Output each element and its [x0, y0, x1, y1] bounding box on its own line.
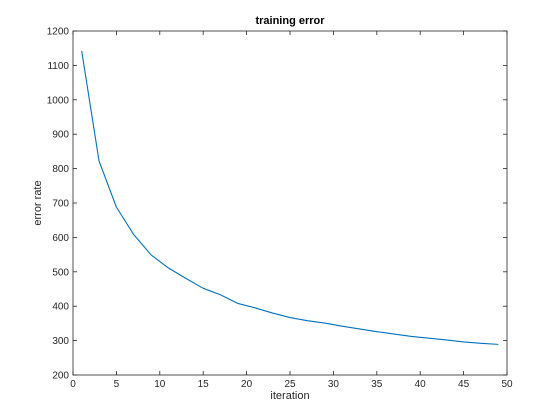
x-tick-label: 35: [371, 379, 383, 390]
x-tick-label: 15: [198, 379, 210, 390]
x-tick-label: 45: [458, 379, 470, 390]
x-tick-label: 5: [114, 379, 120, 390]
y-tick-label: 700: [52, 199, 69, 210]
x-tick-label: 0: [70, 379, 76, 390]
x-axis-title: iteration: [270, 390, 309, 402]
y-axis-title: error rate: [32, 180, 44, 225]
series-line: [81, 50, 499, 345]
x-tick-label: 40: [415, 379, 427, 390]
x-tick-label: 20: [241, 379, 253, 390]
x-tick-label: 30: [328, 379, 340, 390]
y-tick-label: 600: [52, 233, 69, 244]
y-tick-label: 400: [52, 302, 69, 313]
chart-title: training error: [255, 15, 325, 27]
y-tick-label: 1200: [47, 27, 70, 38]
tick-group: 0 5 10 15 20 25 30 35 40 45 50 200 300 400 500 600 700 80…: [47, 27, 513, 391]
y-tick-label: 1100: [47, 61, 69, 72]
y-tick-label: 800: [52, 164, 69, 175]
series-group: [81, 50, 499, 345]
x-tick-label: 25: [284, 379, 296, 390]
y-tick-label: 300: [52, 336, 69, 347]
x-tick-label: 50: [501, 379, 513, 390]
y-tick-label: 500: [52, 267, 69, 278]
y-tick-label: 200: [52, 371, 69, 382]
y-tick-label: 1000: [47, 95, 70, 106]
x-tick-label: 10: [154, 379, 166, 390]
y-tick-label: 900: [52, 130, 69, 141]
